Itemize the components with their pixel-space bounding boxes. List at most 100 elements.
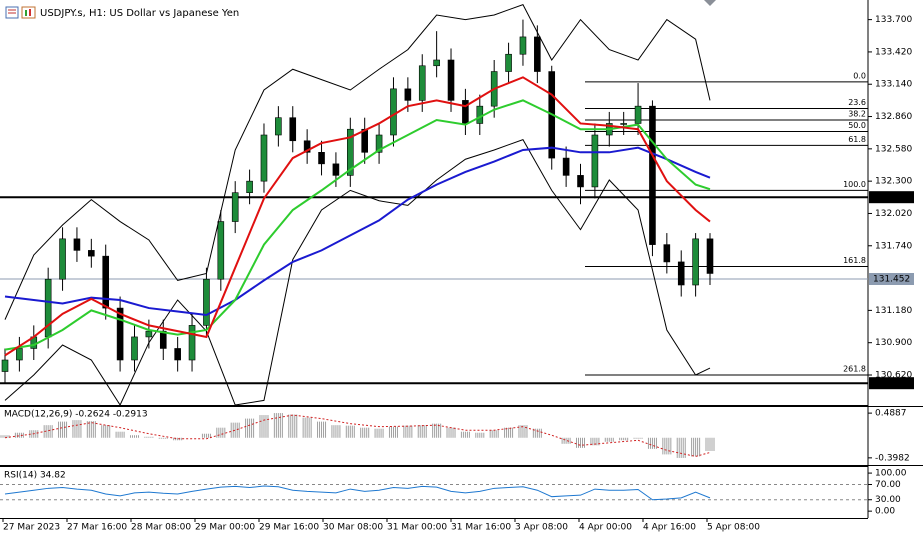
y-tick-label: 30.00 [875,495,901,505]
candle-body [620,123,627,125]
price-label-bg [869,191,914,204]
rsi-plot [0,484,868,501]
indicator-line [4,99,711,351]
x-tick-label: 5 Apr 08:00 [707,523,760,533]
y-tick-label: 130.620 [875,371,912,381]
candle-body [303,140,311,153]
candle-body [706,238,714,274]
x-tick-label: 27 Mar 2023 [3,523,60,533]
candle-body [289,117,297,142]
candle-body [663,244,671,263]
candle-body [332,163,340,176]
candle-body [217,221,225,280]
y-tick-label: 131.740 [875,241,912,251]
candle-body [203,278,210,326]
price-label-bg [869,377,914,390]
fib-label: 38.2 [848,110,866,119]
y-tick-label: 0.00 [875,507,895,517]
price-plot: 0.0 23.6 38.2 50.0 61.8 100.0 161.8 261.8 [0,3,868,405]
fib-label: 100.0 [843,180,866,189]
signal-line [4,414,711,457]
fib-label: 61.8 [848,135,866,144]
y-tick-label: 133.420 [875,47,912,57]
y-tick-label: 100.00 [875,469,907,479]
y-tick-label: 131.180 [875,306,912,316]
candle-body [73,238,81,251]
fib-label: 261.8 [843,365,866,374]
x-tick-label: 3 Apr 08:00 [515,523,568,533]
candle-body [692,238,699,286]
candle-body [562,157,570,176]
indicator-line [4,3,711,320]
candle-body [591,134,599,188]
price-label: 132.161 [873,193,910,203]
axes: 133.700 133.420 133.140 132.860 132.580 132.3… [2,15,914,533]
price-label: 131.452 [873,275,910,285]
candle-body [634,105,642,124]
x-tick-label: 31 Mar 16:00 [451,523,511,533]
icon[interactable] [21,6,36,19]
window-icons [5,6,36,19]
y-tick-label: 132.580 [875,144,912,154]
candle-body [361,128,368,153]
candle-body [145,330,153,338]
candle-body [246,180,253,193]
x-tick-label: 31 Mar 00:00 [387,523,447,533]
indicator-line [4,139,711,405]
candle-body [131,336,138,361]
candle-body [404,88,412,101]
candle-body [519,36,527,55]
chart-title: USDJPY.s, H1: US Dollar vs Japanese Yen [40,8,239,19]
x-tick-label: 28 Mar 08:00 [131,523,191,533]
candle-body [260,134,268,182]
y-tick-label: 132.020 [875,209,912,219]
candle-body [375,134,383,153]
candle-body [102,255,110,309]
candle-body [1,359,9,372]
y-tick-label: 130.900 [875,338,912,348]
price-label-bg [869,273,914,285]
icon-bar [25,10,27,16]
candle-body [577,175,584,188]
x-tick-label: 30 Mar 08:00 [323,523,383,533]
candle-body [447,59,455,101]
candle-body [534,36,541,72]
candle-body [188,325,196,361]
shift-marker[interactable] [704,0,716,6]
y-tick-label: 132.300 [875,177,912,187]
x-tick-label: 4 Apr 00:00 [579,523,632,533]
candle-body [116,307,124,361]
x-tick-label: 27 Mar 16:00 [67,523,127,533]
indicator-line [4,76,711,357]
candle-body [16,348,23,361]
icon-bar [29,9,31,16]
rsi-line [4,485,711,501]
fib-label: 161.8 [843,256,866,265]
y-tick-label: 132.860 [875,112,912,122]
candle-body [275,117,282,136]
indicator-line [4,146,711,317]
panel-title: RSI(14) 34.82 [4,471,66,481]
fib-label: 50.0 [848,121,866,130]
candle-body [88,250,95,257]
panel-title: MACD(12,26,9) -0.2624 -0.2913 [4,410,148,420]
fib-label: 23.6 [848,98,866,107]
x-tick-label: 29 Mar 16:00 [259,523,319,533]
macd-plot [0,413,715,458]
candle-body [231,192,239,222]
price-label: 130.549 [873,379,910,389]
y-tick-label: -0.3982 [875,453,910,463]
candle-body [318,152,325,165]
candle-body [505,53,512,72]
x-tick-label: 4 Apr 16:00 [643,523,696,533]
candle-body [649,105,656,245]
x-tick-label: 29 Mar 00:00 [195,523,255,533]
candle-body [347,128,354,176]
candle-body [462,100,469,124]
y-tick-label: 133.140 [875,80,912,90]
y-tick-label: 133.700 [875,15,912,25]
y-tick-label: 70.00 [875,480,901,490]
candle-body [174,348,181,361]
